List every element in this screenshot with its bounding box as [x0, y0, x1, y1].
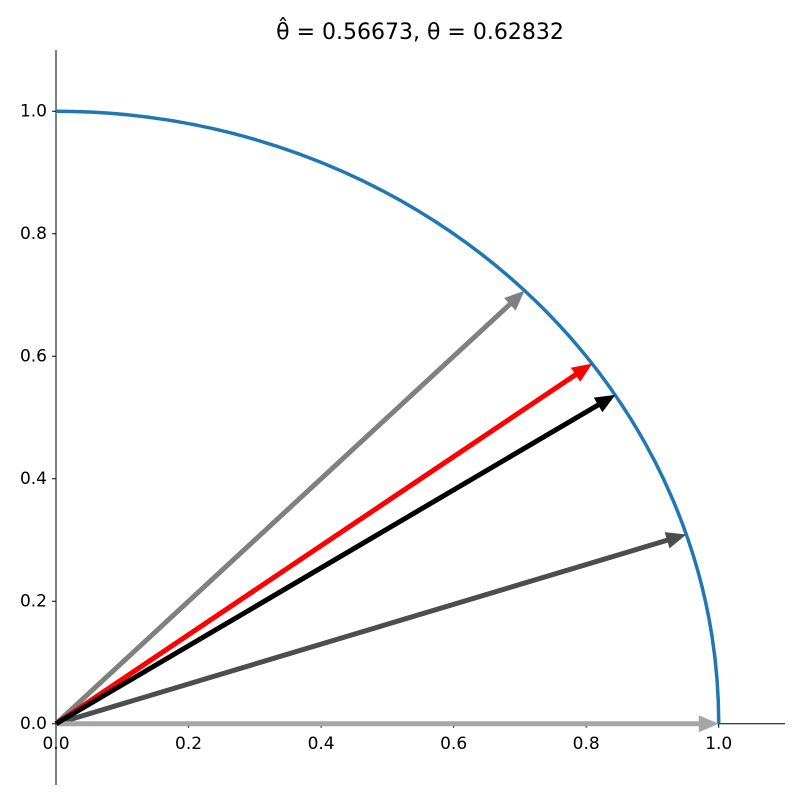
- y-tick-label: 0.8: [20, 224, 47, 244]
- vector-arrow: [55, 532, 687, 727]
- x-tick-label: 0.0: [42, 734, 69, 754]
- x-tick-label: 0.4: [308, 734, 335, 754]
- unit-arc: [55, 109, 721, 724]
- y-tick-label: 1.0: [20, 101, 47, 121]
- y-tick-label: 0.0: [20, 714, 47, 734]
- x-tick-label: 0.2: [175, 734, 202, 754]
- chart-title: θ̂ = 0.56673, θ = 0.62832: [276, 18, 564, 45]
- y-tick-label: 0.4: [20, 469, 47, 489]
- y-tick-label: 0.6: [20, 346, 47, 366]
- vector-arrow: [54, 363, 593, 726]
- x-tick-label: 1.0: [705, 734, 732, 754]
- y-tick-label: 0.2: [20, 591, 47, 611]
- vector-arrow: [54, 394, 616, 726]
- x-tick-label: 0.6: [440, 734, 467, 754]
- x-tick-label: 0.8: [573, 734, 600, 754]
- vector-arrow: [54, 290, 525, 726]
- vector-arrow: [56, 715, 719, 733]
